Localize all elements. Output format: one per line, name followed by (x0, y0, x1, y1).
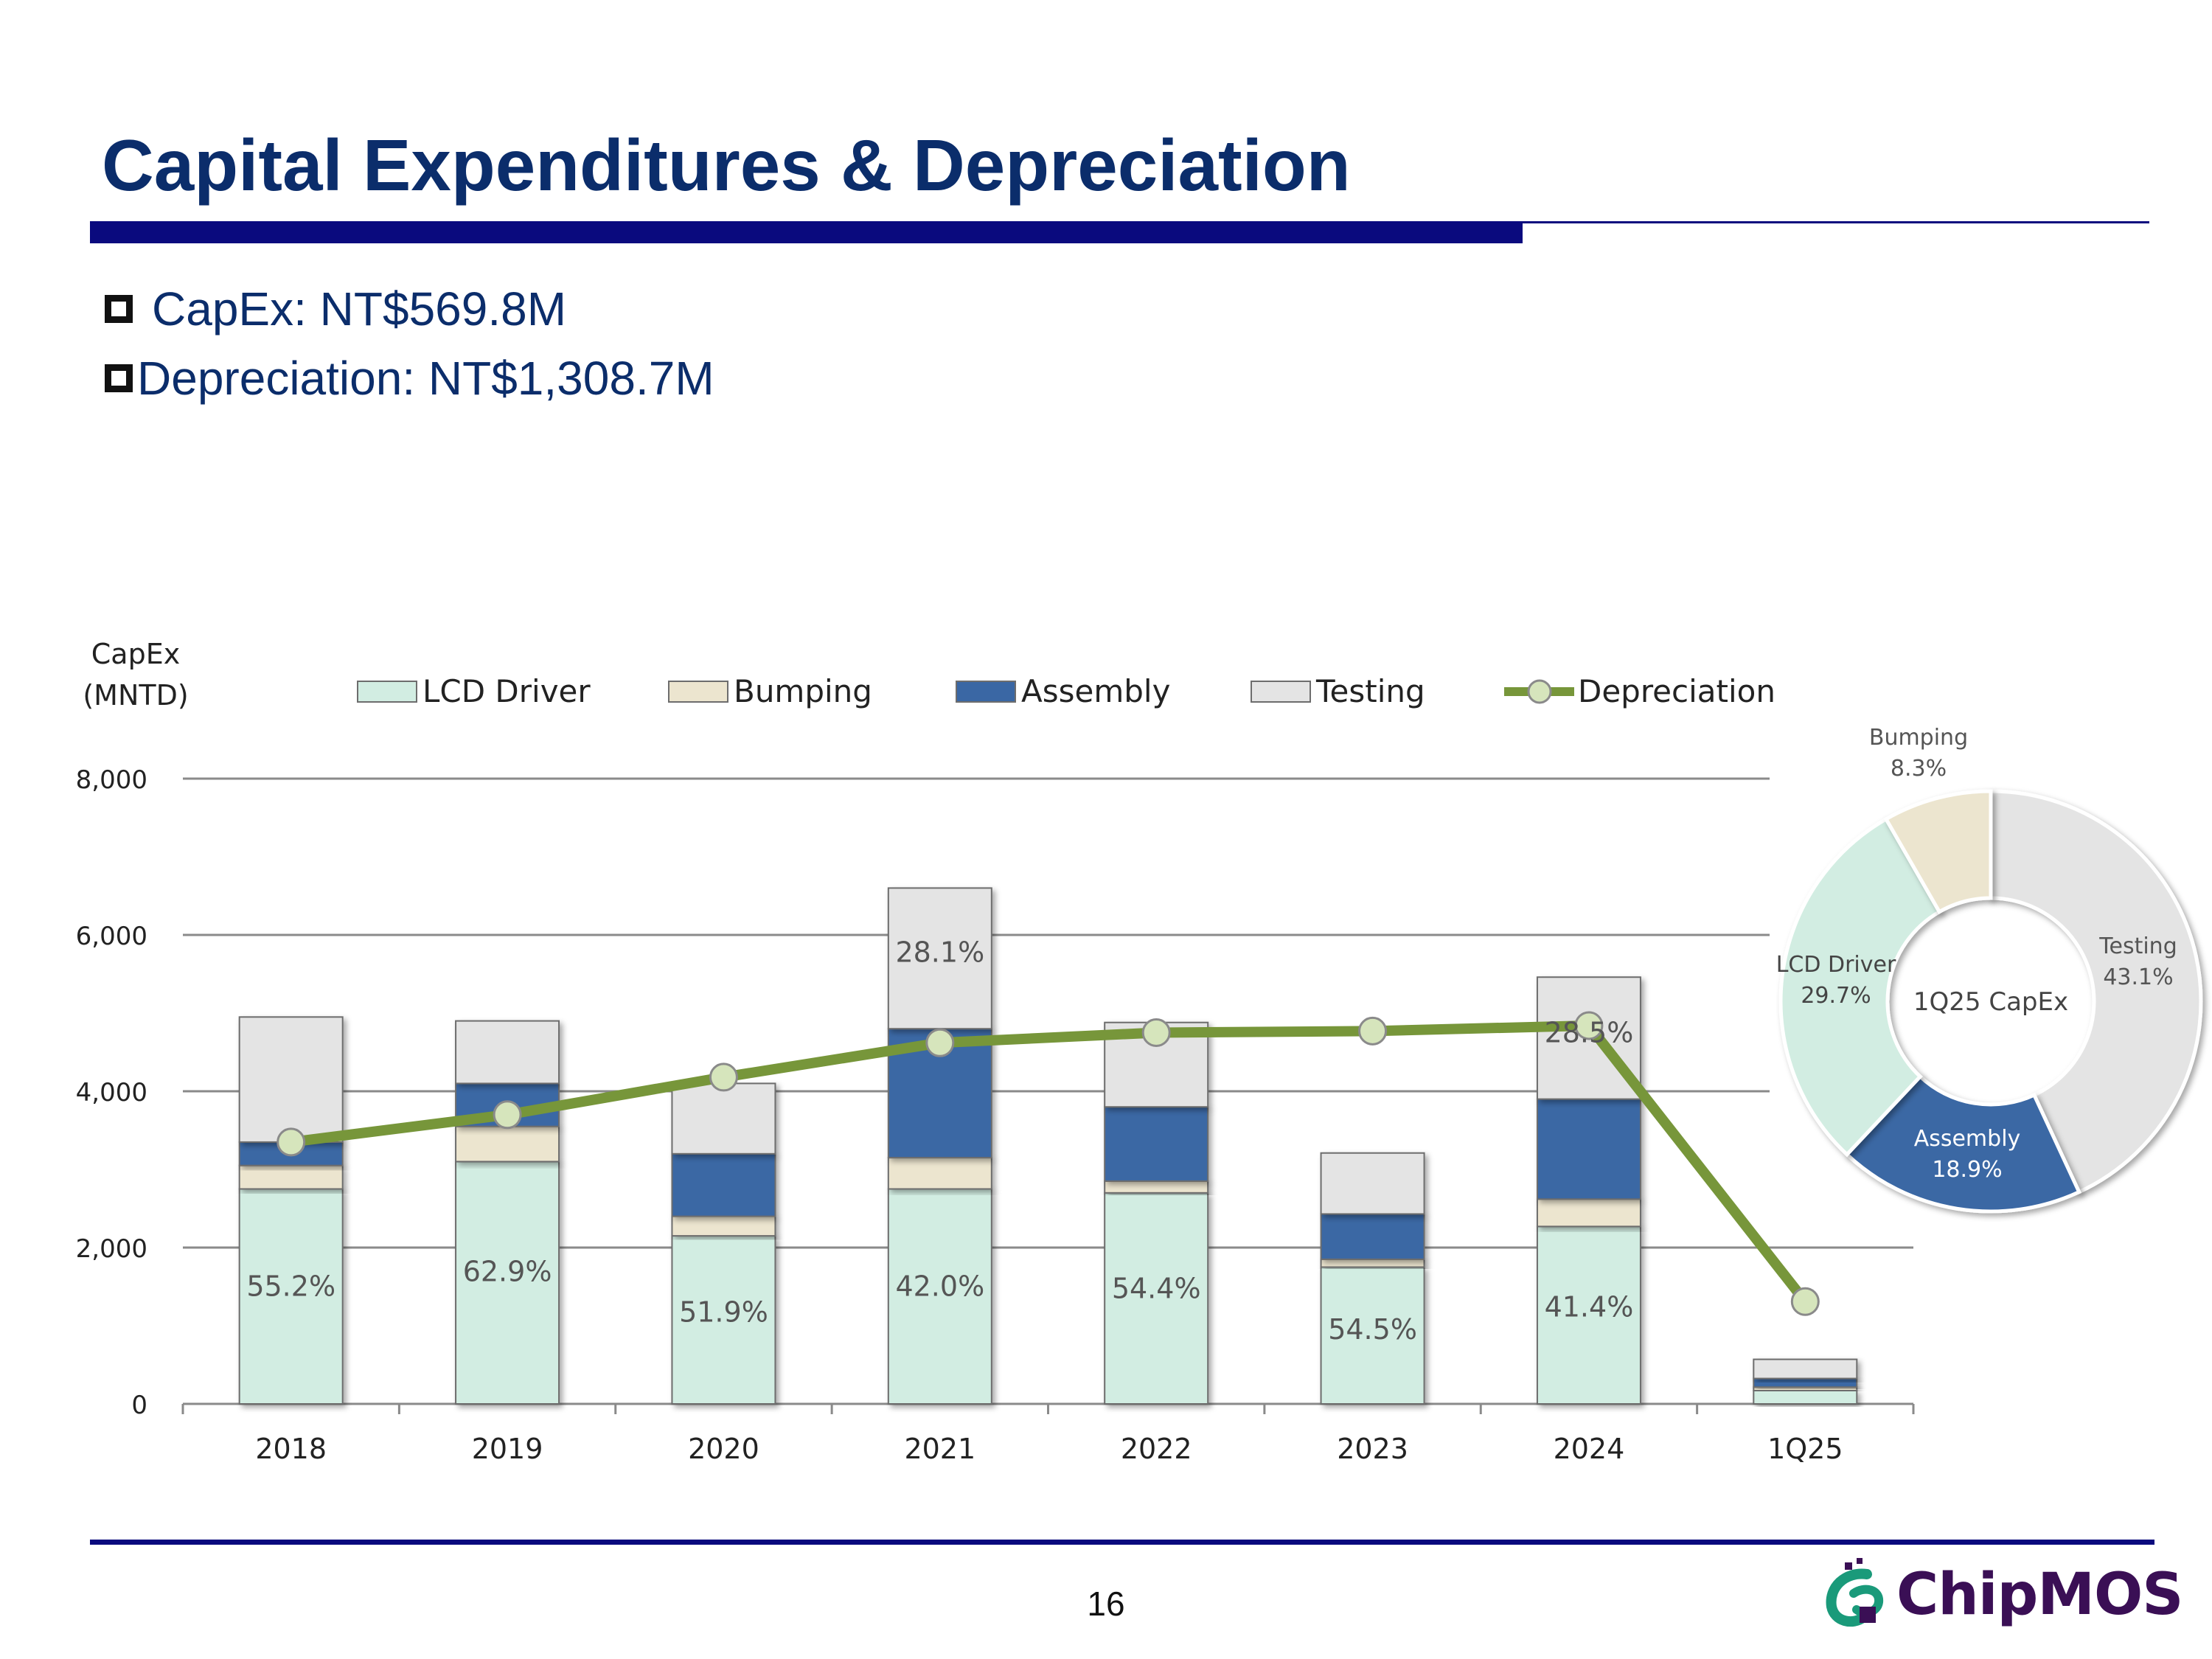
bar-testing-2023 (1320, 1152, 1425, 1215)
bar-bumping-2018 (238, 1164, 344, 1190)
depreciation-point-2020 (709, 1062, 738, 1092)
y-tick-label: 8,000 (76, 765, 147, 795)
bullet-capex: CapEx: NT$569.8M (105, 282, 566, 336)
y-axis-label: CapEx (91, 638, 180, 670)
bullet-capex-text: CapEx: NT$569.8M (152, 282, 567, 335)
x-tick-label: 2020 (688, 1433, 759, 1465)
depreciation-line (290, 1020, 1809, 1305)
bar-bumping-2020 (671, 1215, 776, 1237)
depreciation-point-2021 (925, 1028, 955, 1057)
square-bullet-icon (105, 364, 133, 392)
data-label: 51.9% (679, 1296, 768, 1329)
bar-lcd-driver-2021 (887, 1188, 992, 1405)
bar-testing-1q25 (1753, 1358, 1858, 1380)
x-tick-label: 2022 (1121, 1433, 1192, 1465)
data-label: 62.9% (463, 1255, 552, 1287)
donut-label-name: Assembly (1914, 1126, 2021, 1152)
x-tick-label: 1Q25 (1767, 1433, 1843, 1465)
logo-text: ChipMOS (1896, 1562, 2183, 1628)
legend-swatch (357, 681, 417, 703)
bar-testing-2018 (238, 1016, 344, 1143)
x-tick-label: 2024 (1554, 1433, 1625, 1465)
bar-assembly-2022 (1104, 1106, 1209, 1182)
legend-label: LCD Driver (422, 673, 591, 709)
x-tick-label: 2021 (904, 1433, 975, 1465)
page-number: 16 (1087, 1585, 1125, 1623)
bar-lcd-driver-2023 (1320, 1266, 1425, 1405)
data-label: 28.1% (895, 936, 984, 968)
data-label: 55.2% (246, 1270, 335, 1303)
bullet-depreciation-text: Depreciation: NT$1,308.7M (137, 352, 714, 405)
data-label: 54.5% (1328, 1313, 1417, 1346)
bar-testing-2021 (887, 887, 992, 1030)
bar-bumping-2021 (887, 1157, 992, 1190)
data-label: 41.4% (1545, 1291, 1634, 1324)
bar-testing-2019 (455, 1020, 560, 1085)
bar-assembly-2020 (671, 1152, 776, 1217)
data-label: 28.5% (1545, 1017, 1634, 1049)
y-tick-label: 0 (131, 1391, 147, 1420)
donut-label-value: 43.1% (2103, 964, 2173, 990)
chipmos-logo: ChipMOS (1815, 1554, 2183, 1635)
bullet-depreciation: Depreciation: NT$1,308.7M (105, 351, 714, 406)
bar-assembly-1q25 (1753, 1377, 1858, 1388)
depreciation-point-2023 (1358, 1016, 1388, 1046)
title-rule-thick (90, 221, 1523, 243)
donut-slice-lcd-driver (1778, 816, 1942, 1158)
depreciation-point-2022 (1141, 1018, 1171, 1047)
donut-slice-bumping (1883, 789, 1993, 915)
donut-slice-assembly (1844, 1074, 2082, 1214)
depreciation-point-1q25 (1790, 1287, 1820, 1316)
bar-bumping-2023 (1320, 1258, 1425, 1268)
depreciation-point-2019 (493, 1100, 522, 1130)
bar-bumping-2024 (1536, 1198, 1641, 1228)
depreciation-point-2018 (276, 1127, 306, 1157)
x-tick-label: 2018 (255, 1433, 327, 1465)
bar-lcd-driver-1q25 (1753, 1389, 1858, 1405)
square-bullet-icon (105, 295, 133, 323)
chipmos-logo-icon (1826, 1558, 1883, 1627)
donut-label-name: Bumping (1869, 725, 1968, 751)
bar-assembly-2024 (1536, 1098, 1641, 1200)
bar-lcd-driver-2024 (1536, 1225, 1641, 1405)
bar-testing-2020 (671, 1082, 776, 1155)
donut-label-value: 29.7% (1801, 983, 1871, 1009)
legend-swatch (1251, 681, 1311, 703)
y-tick-label: 2,000 (76, 1234, 147, 1264)
bar-bumping-2019 (455, 1125, 560, 1163)
legend-label: Assembly (1021, 673, 1170, 709)
legend-label: Testing (1315, 673, 1425, 709)
legend-swatch (668, 681, 728, 703)
donut-label-value: 18.9% (1932, 1157, 2002, 1183)
depreciation-point-2024 (1574, 1011, 1604, 1040)
donut-label-name: Testing (2098, 933, 2177, 959)
title-rule-thin (1523, 221, 2149, 223)
bar-lcd-driver-2022 (1104, 1192, 1209, 1405)
slide-title: Capital Expenditures & Depreciation (102, 125, 1351, 206)
legend-depreciation-marker (1527, 679, 1552, 704)
y-tick-label: 6,000 (76, 922, 147, 951)
y-tick-label: 4,000 (76, 1078, 147, 1107)
bar-lcd-driver-2019 (455, 1161, 560, 1405)
donut-center-title: 1Q25 CapEx (1913, 987, 2068, 1017)
legend-swatch (956, 681, 1016, 703)
legend-label: Bumping (734, 673, 872, 709)
donut-label-value: 8.3% (1891, 756, 1947, 782)
x-tick-label: 2023 (1337, 1433, 1408, 1465)
bar-assembly-2023 (1320, 1213, 1425, 1260)
data-label: 54.4% (1112, 1273, 1201, 1305)
data-label: 42.0% (895, 1270, 984, 1303)
footer-rule (90, 1540, 2154, 1545)
y-axis-label: (MNTD) (83, 679, 188, 712)
donut-label-name: LCD Driver (1776, 952, 1896, 978)
donut-slice-testing (1989, 789, 2203, 1194)
bar-bumping-2022 (1104, 1180, 1209, 1194)
legend-label: Depreciation (1578, 673, 1775, 709)
x-tick-label: 2019 (472, 1433, 543, 1465)
